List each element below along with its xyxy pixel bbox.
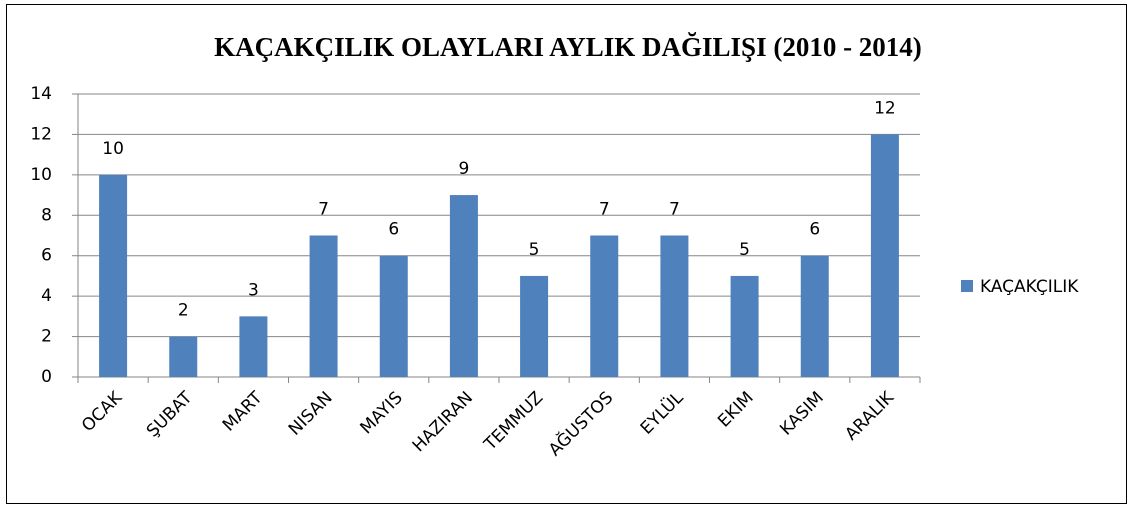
bar [379,255,408,377]
y-tick-label: 12 [30,124,52,144]
data-label: 7 [599,200,610,220]
bar [730,275,759,377]
y-tick-label: 14 [30,84,52,104]
bar [239,316,268,377]
bar [99,174,128,377]
data-label: 2 [178,301,189,321]
bar [660,235,689,377]
y-tick-label: 2 [41,327,52,347]
data-label: 9 [459,159,470,179]
chart-title: KAÇAKÇILIK OLAYLARI AYLIK DAĞILIŞI (2010… [214,32,922,62]
data-label: 5 [529,240,540,260]
bar [449,195,478,377]
y-tick-label: 6 [41,246,52,266]
data-label: 7 [318,200,329,220]
legend-swatch [961,280,973,292]
data-label: 6 [388,220,399,240]
bar [520,275,549,377]
y-tick-label: 10 [30,165,52,185]
bar [590,235,619,377]
data-label: 5 [739,240,750,260]
bar [169,336,198,377]
bar [309,235,338,377]
data-label: 10 [102,139,124,159]
data-label: 6 [809,220,820,240]
chart-border [6,4,1127,504]
legend-label: KAÇAKÇILIK [980,277,1079,297]
y-tick-label: 0 [41,367,52,387]
data-label: 12 [874,98,896,118]
y-tick-label: 4 [41,286,52,306]
bar [800,255,829,377]
data-label: 3 [248,280,259,300]
bar [870,134,899,377]
data-label: 7 [669,200,680,220]
y-tick-label: 8 [41,205,52,225]
